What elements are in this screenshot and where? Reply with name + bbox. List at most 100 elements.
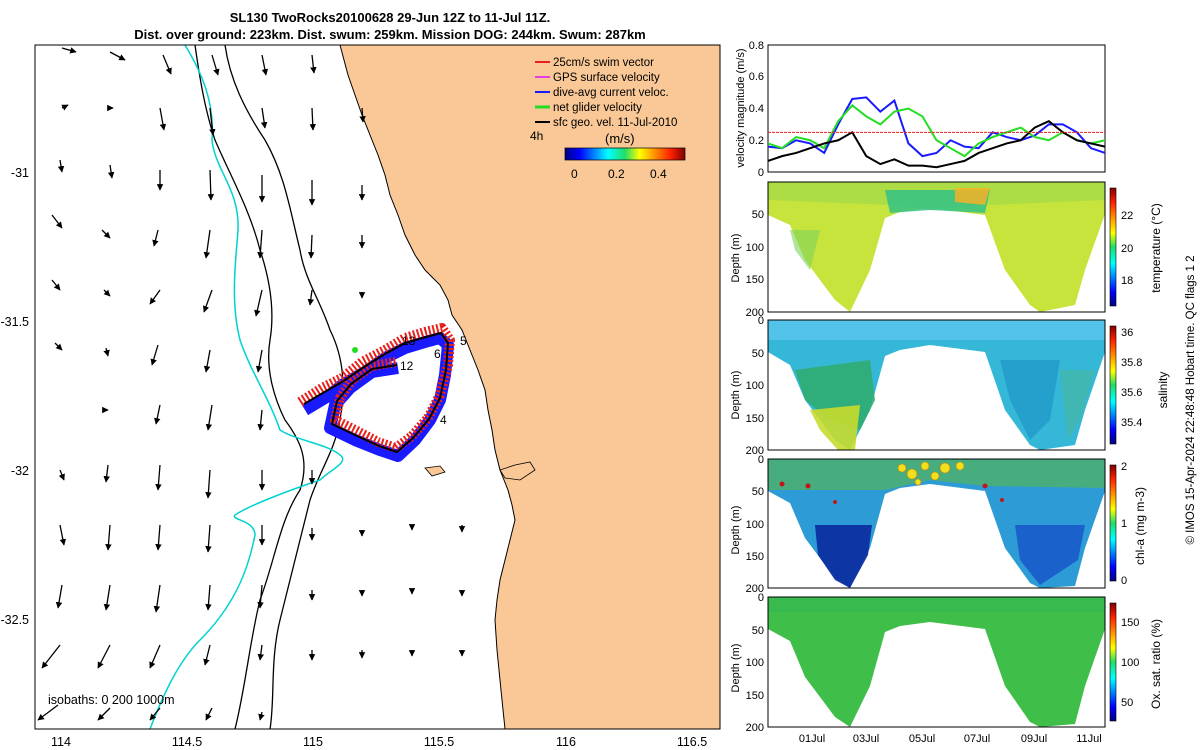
figure-title-line2: Dist. over ground: 223km. Dist. swum: 25… [134, 27, 646, 42]
lon-tick-1: 114.5 [172, 735, 202, 749]
chla-colorbar [1109, 464, 1117, 582]
chla-ctick-0: 0 [1121, 575, 1127, 587]
salinity-ctick-0: 35.4 [1121, 417, 1142, 429]
track-day-label-3: 12 [400, 359, 414, 373]
legend-net-glider: net glider velocity [553, 102, 642, 114]
chla-colorbar-label: chl-a (mg m-3) [1133, 487, 1147, 565]
isobath-1000m [194, 45, 305, 729]
chla-ctick-2: 2 [1121, 461, 1127, 473]
oxygen-colorbar-label: Ox. sat. ratio (%) [1149, 619, 1163, 709]
oxygen-field [768, 597, 1105, 727]
salinity-ctick-1: 35.6 [1121, 387, 1142, 399]
track-day-label-4: 4 [440, 413, 447, 427]
velocity-panel: velocity magnitude (m/s) 0 0.2 0.4 0.6 0… [735, 40, 1106, 179]
legend-swim-vector: 25cm/s swim vector [553, 57, 654, 69]
salinity-ytick-2: 100 [746, 380, 764, 392]
temperature-panel: Depth (m) 50 100 150 200 18 20 22 temper… [730, 181, 1163, 319]
lat-tick-2: -32 [11, 464, 29, 478]
map-colorbar [564, 147, 686, 161]
coastline [339, 45, 516, 729]
map-colorbar-tick-0: 0 [571, 167, 578, 181]
temperature-ytick-2: 150 [746, 274, 764, 286]
oxygen-ylabel: Depth (m) [730, 644, 742, 693]
chla-ctick-1: 1 [1121, 518, 1127, 530]
salinity-ylabel: Depth (m) [730, 371, 742, 420]
velocity-ytick-0: 0 [758, 167, 764, 179]
oxygen-colorbar [1109, 602, 1117, 722]
temperature-field [768, 182, 1105, 312]
sfc-velocity-arrows [37, 47, 466, 721]
temperature-ctick-2: 22 [1121, 210, 1133, 222]
map-legend: 25cm/s swim vector GPS surface velocity … [530, 57, 686, 181]
legend-sfc-geo-vel: sfc geo. vel. 11-Jul-2010 [553, 117, 677, 129]
chla-ytick-4: 200 [746, 583, 764, 595]
legend-4h: 4h [530, 129, 543, 143]
imos-side-note: © IMOS 15-Apr-2024 22:48:48 Hobart time.… [1185, 255, 1197, 544]
chla-ytick-3: 150 [746, 551, 764, 563]
temperature-ylabel: Depth (m) [730, 234, 742, 283]
salinity-ctick-2: 35.8 [1121, 357, 1142, 369]
lon-tick-2: 115 [303, 735, 323, 749]
lon-tick-0: 114 [51, 735, 71, 749]
temperature-colorbar-label: temperature (°C) [1149, 203, 1163, 293]
temperature-ytick-3: 200 [746, 307, 764, 319]
track-day-label-1: 5 [460, 334, 467, 348]
map-colorbar-tick-1: 0.2 [608, 167, 625, 181]
chla-ylabel: Depth (m) [730, 506, 742, 555]
map-colorbar-tick-2: 0.4 [650, 167, 667, 181]
temperature-ytick-1: 100 [746, 242, 764, 254]
date-tick-4: 09Jul [1021, 733, 1047, 745]
oxygen-ctick-2: 150 [1121, 617, 1139, 629]
lon-tick-5: 116.5 [677, 735, 707, 749]
lat-tick-3: -32.5 [1, 613, 30, 627]
date-tick-0: 01Jul [799, 733, 825, 745]
salinity-ctick-3: 36 [1121, 327, 1133, 339]
date-tick-3: 07Jul [964, 733, 990, 745]
date-tick-5: 11Jul [1076, 733, 1101, 745]
track-day-label-2: 6 [434, 347, 441, 361]
track-day-label-0: 13 [402, 334, 416, 348]
isobath-legend: isobaths: 0 200 1000m [48, 693, 174, 707]
legend-gps-velocity: GPS surface velocity [553, 72, 660, 84]
salinity-ytick-1: 50 [752, 348, 764, 360]
velocity-series-sfc-geo-vel [767, 120, 1106, 169]
velocity-ylabel: velocity magnitude (m/s) [735, 48, 747, 167]
chla-ytick-2: 100 [746, 519, 764, 531]
date-tick-2: 05Jul [909, 733, 935, 745]
salinity-ytick-3: 150 [746, 413, 764, 425]
salinity-ytick-0: 0 [758, 315, 764, 327]
map-panel: 13 5 6 12 4 25cm/s swim vector GPS surfa… [35, 45, 720, 729]
velocity-series-dive-avg-current-veloc [767, 96, 1106, 158]
colorbar-unit-label: (m/s) [605, 131, 635, 146]
oxygen-ytick-0: 0 [758, 592, 764, 604]
chla-ytick-0: 0 [758, 454, 764, 466]
figure-title-line1: SL130 TwoRocks20100628 29-Jun 12Z to 11-… [229, 10, 551, 25]
salinity-colorbar [1109, 325, 1117, 445]
velocity-ytick-1: 0.2 [749, 135, 764, 147]
chla-ytick-1: 50 [752, 486, 764, 498]
oxygen-ytick-1: 50 [752, 625, 764, 637]
net-glider-track [303, 332, 449, 453]
lat-tick-1: -31.5 [1, 315, 30, 329]
oxygen-ctick-0: 50 [1121, 697, 1133, 709]
temperature-ctick-0: 18 [1121, 275, 1133, 287]
temperature-colorbar [1109, 187, 1117, 307]
lon-tick-4: 116 [556, 735, 576, 749]
oxygen-ytick-4: 200 [746, 722, 764, 734]
temperature-ctick-1: 20 [1121, 243, 1133, 255]
oxygen-ytick-2: 100 [746, 657, 764, 669]
isobath-0-shelf [149, 45, 344, 729]
land-mass [340, 45, 720, 729]
salinity-panel: Depth (m) 0 50 100 150 200 35.4 35.6 35.… [730, 315, 1170, 457]
oxygen-ctick-1: 100 [1121, 657, 1139, 669]
lat-tick-0: -31 [11, 166, 29, 180]
chla-panel: Depth (m) 0 50 100 150 200 0 1 2 chl-a (… [730, 454, 1147, 595]
velocity-ytick-4: 0.8 [749, 40, 764, 52]
temperature-ytick-0: 50 [752, 209, 764, 221]
salinity-colorbar-label: salinity [1156, 372, 1170, 409]
salinity-ytick-4: 200 [746, 445, 764, 457]
map-axes: 114 114.5 115 115.5 116 116.5 -31 -31.5 … [1, 166, 708, 749]
oxygen-ytick-3: 150 [746, 690, 764, 702]
oxygen-panel: Depth (m) 0 50 100 150 200 50 100 150 Ox… [730, 592, 1163, 745]
